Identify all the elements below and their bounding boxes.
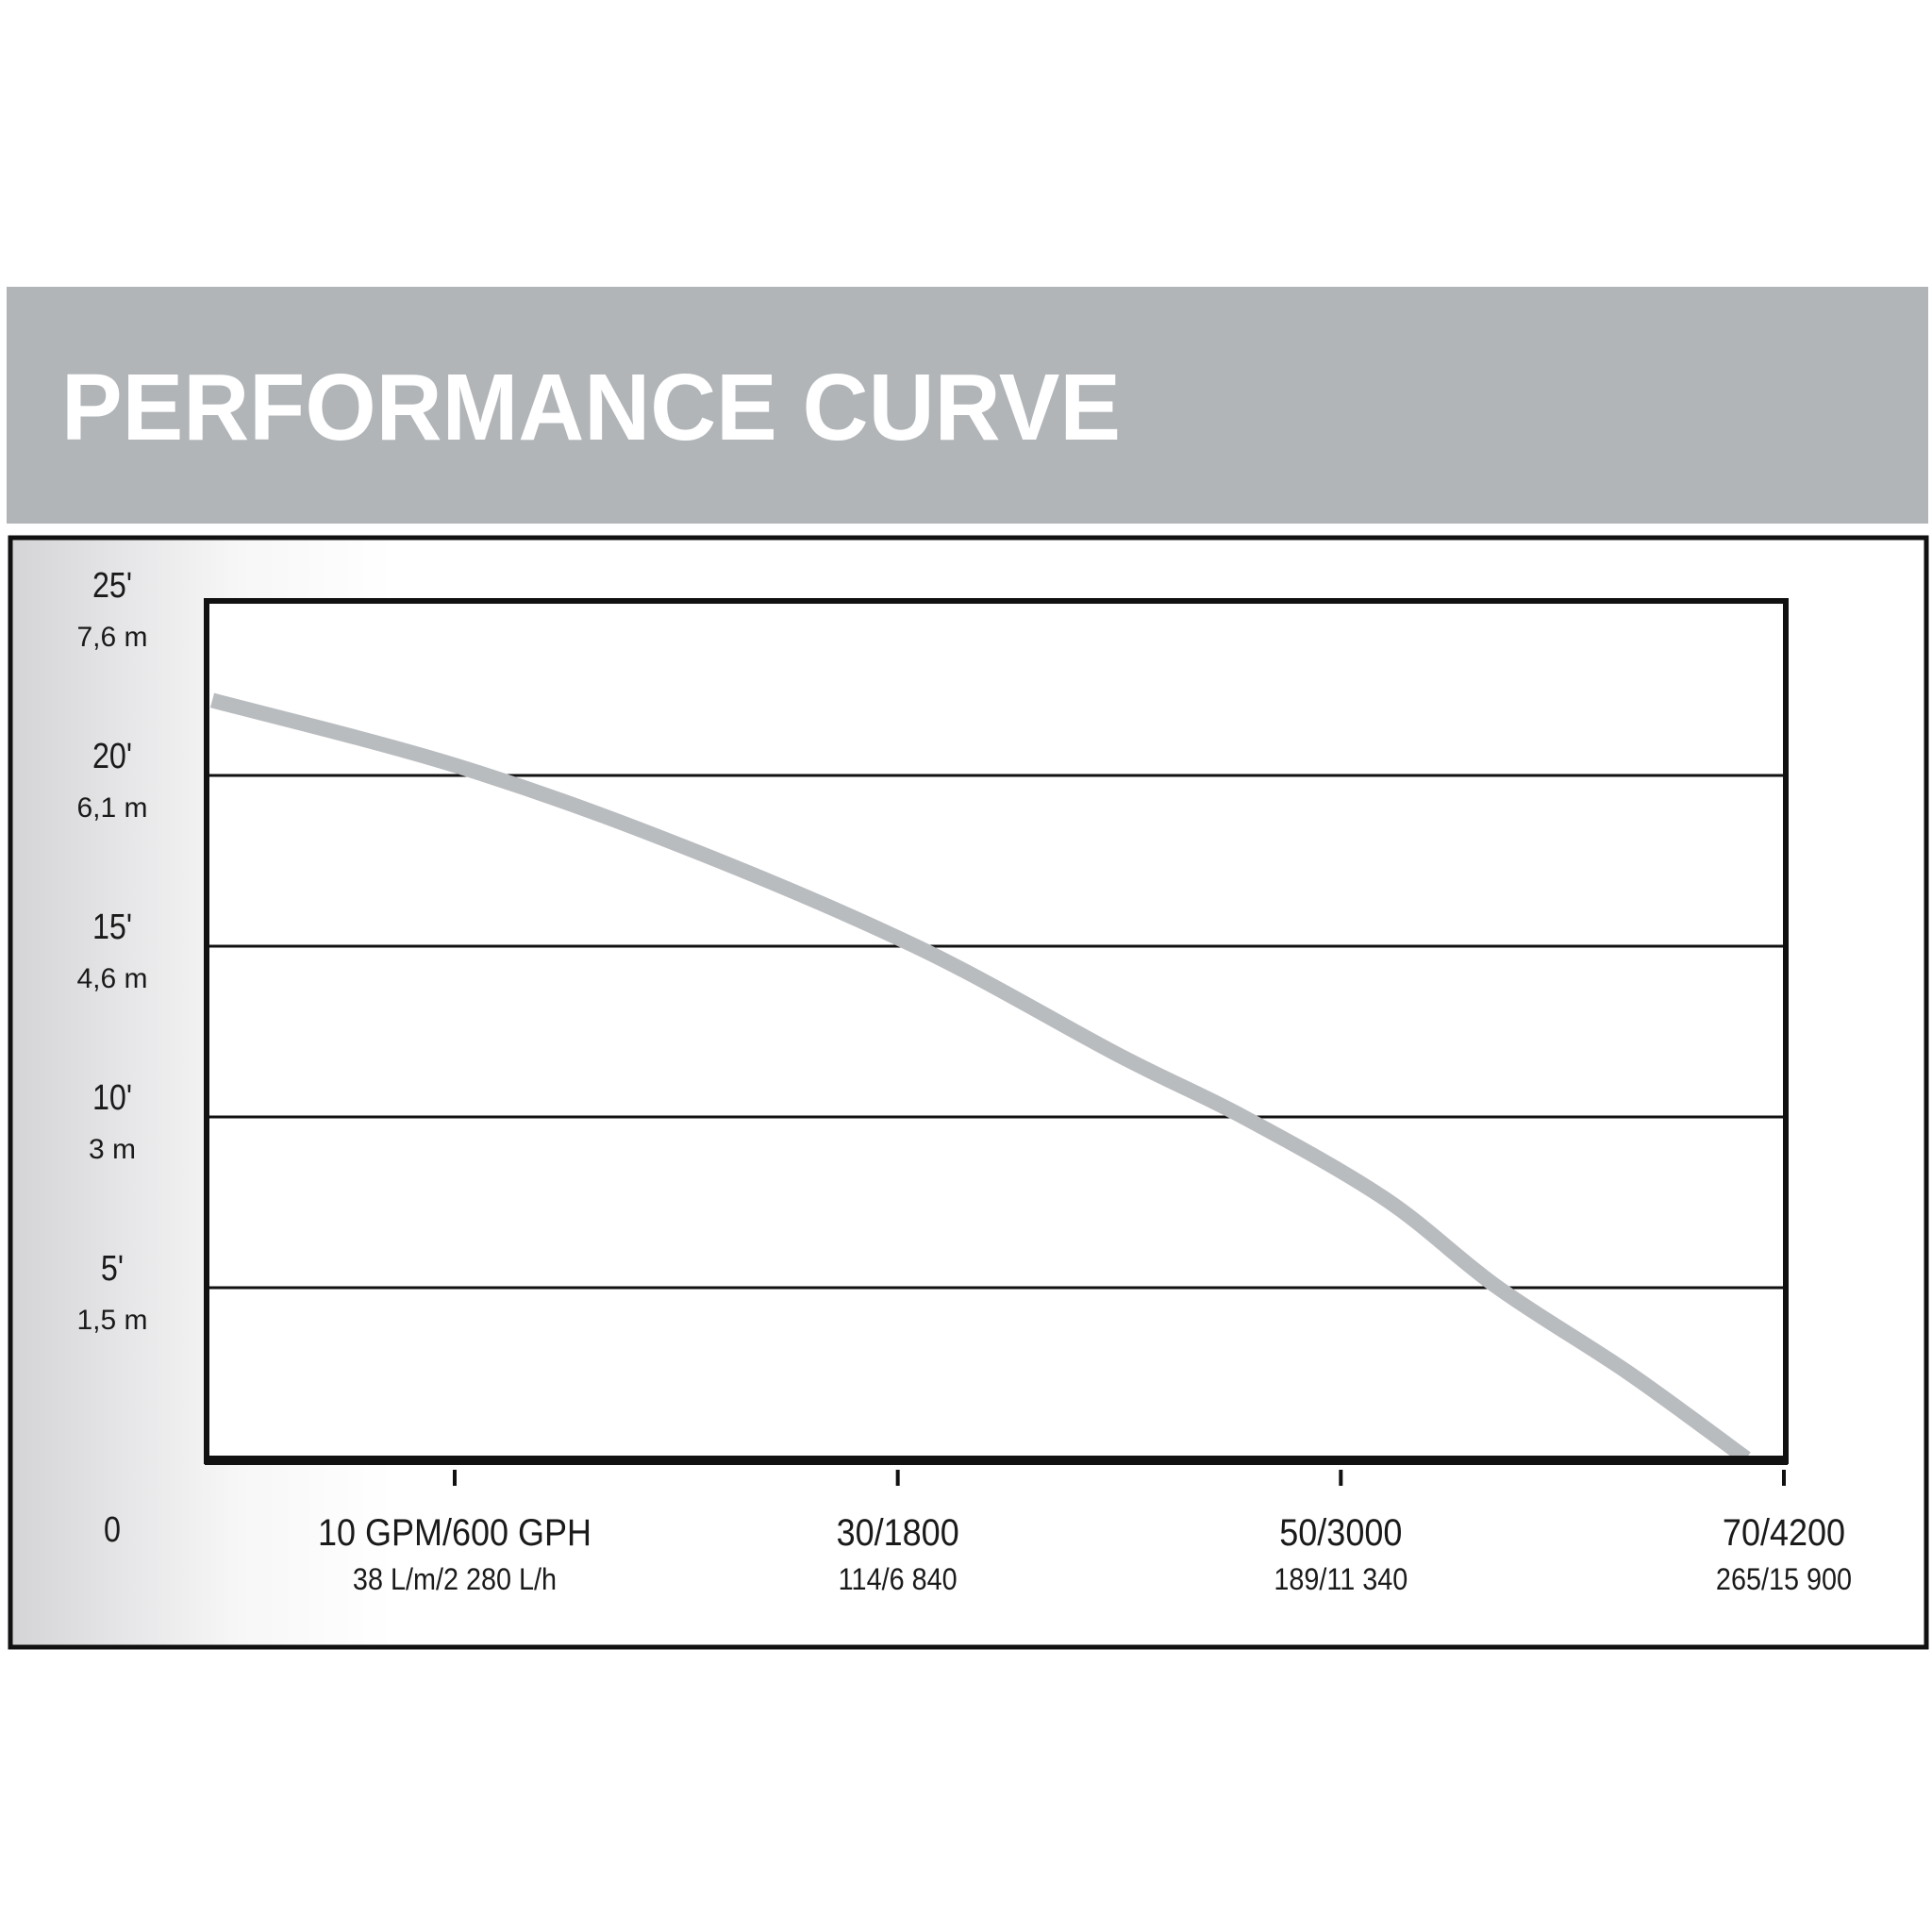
performance-curve [209,692,1751,1465]
y-tick-label: 0 [104,1510,121,1550]
y-tick-label: 25' [92,566,132,606]
x-tick-label: 70/4200 [1723,1512,1845,1554]
chart-title: PERFORMANCE CURVE [61,355,1121,460]
x-tick-label: 50/3000 [1279,1512,1402,1554]
y-tick-sublabel: 4,6 m [76,963,147,994]
y-tick-sublabel: 1,5 m [76,1305,147,1336]
x-tick-sublabel: 114/6 840 [839,1563,958,1597]
x-tick-sublabel: 189/11 340 [1274,1563,1407,1597]
x-tick-sublabel: 265/15 900 [1716,1563,1852,1597]
plot-area [205,599,1788,1463]
y-tick-label: 20' [92,737,132,776]
y-tick-sublabel: 6,1 m [76,792,147,824]
y-tick-label: 10' [92,1078,132,1118]
y-tick-label: 15' [92,908,132,947]
x-tick-sublabel: 38 L/m/2 280 L/h [353,1563,557,1597]
y-tick-sublabel: 3 m [89,1134,136,1165]
y-tick-sublabel: 7,6 m [76,622,147,653]
y-tick-label: 5' [101,1249,124,1289]
header-band [7,287,1928,524]
x-tick-label: 30/1800 [837,1512,959,1554]
x-axis-line [205,1456,1788,1465]
x-tick-label: 10 GPM/600 GPH [318,1512,591,1554]
